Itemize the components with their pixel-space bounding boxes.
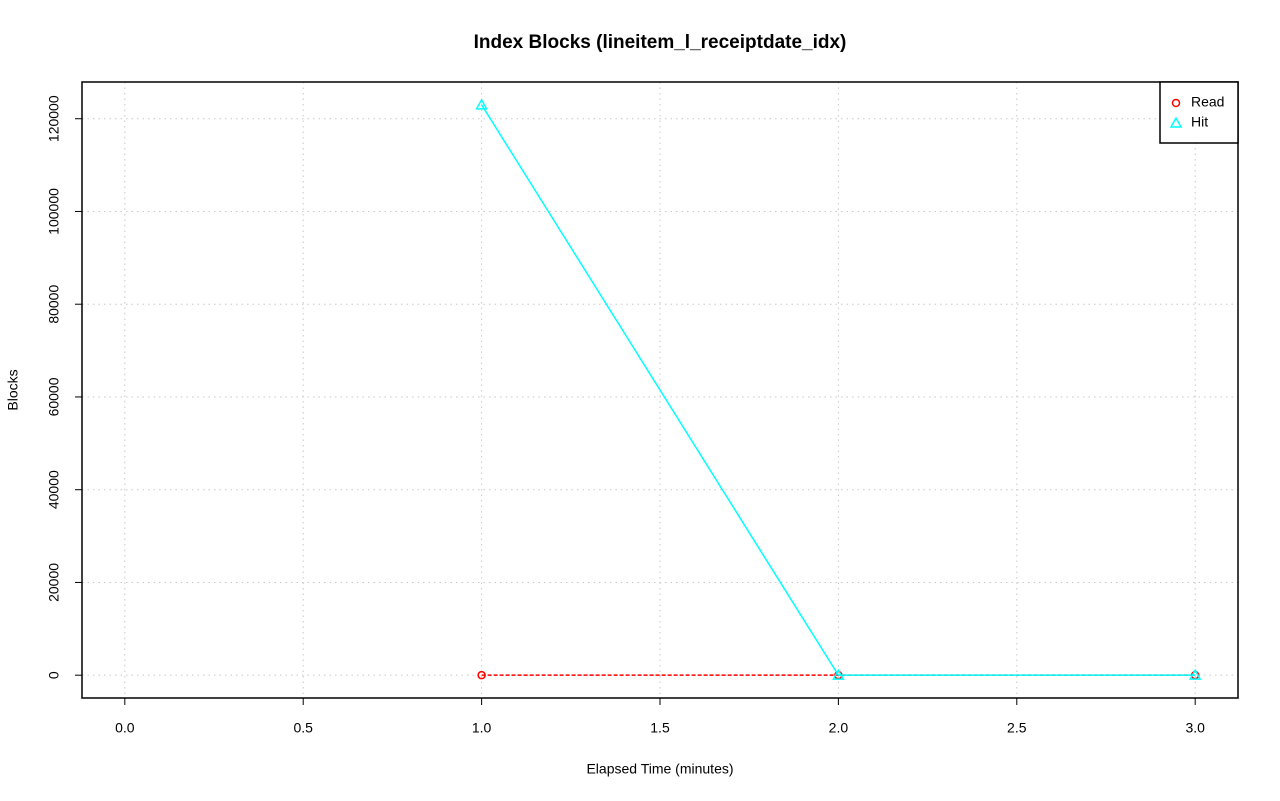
x-axis-label: Elapsed Time (minutes): [586, 761, 733, 777]
legend-marker: [1171, 98, 1181, 108]
y-tick-label: 100000: [46, 188, 62, 235]
plot-frame: [81, 81, 1239, 699]
y-tick-label: 60000: [46, 377, 62, 416]
y-tick-label: 20000: [46, 563, 62, 602]
y-tick-label: 120000: [46, 95, 62, 142]
chart-title: Index Blocks (lineitem_l_receiptdate_idx…: [474, 32, 847, 53]
point: [832, 668, 845, 680]
legend-box: [1159, 81, 1239, 144]
y-axis-label: Blocks: [5, 369, 21, 410]
x-tick-label: 1.0: [472, 720, 492, 736]
legend-label: Read: [1191, 94, 1224, 110]
series-line: [480, 104, 1196, 676]
point: [1188, 668, 1202, 680]
point: [475, 98, 488, 110]
legend-label: Hit: [1191, 114, 1208, 130]
y-tick-label: 80000: [46, 285, 62, 324]
y-tick-label: 40000: [46, 470, 62, 509]
x-tick-label: 0.0: [115, 720, 135, 736]
x-tick-label: 1.5: [650, 720, 670, 736]
x-tick-label: 0.5: [293, 720, 313, 736]
x-tick-label: 3.0: [1185, 720, 1205, 736]
x-tick-label: 2.0: [829, 720, 849, 736]
y-tick-label: 0: [46, 671, 62, 679]
legend-marker: [1169, 116, 1183, 128]
point: [477, 670, 486, 680]
x-tick-label: 2.5: [1007, 720, 1027, 736]
